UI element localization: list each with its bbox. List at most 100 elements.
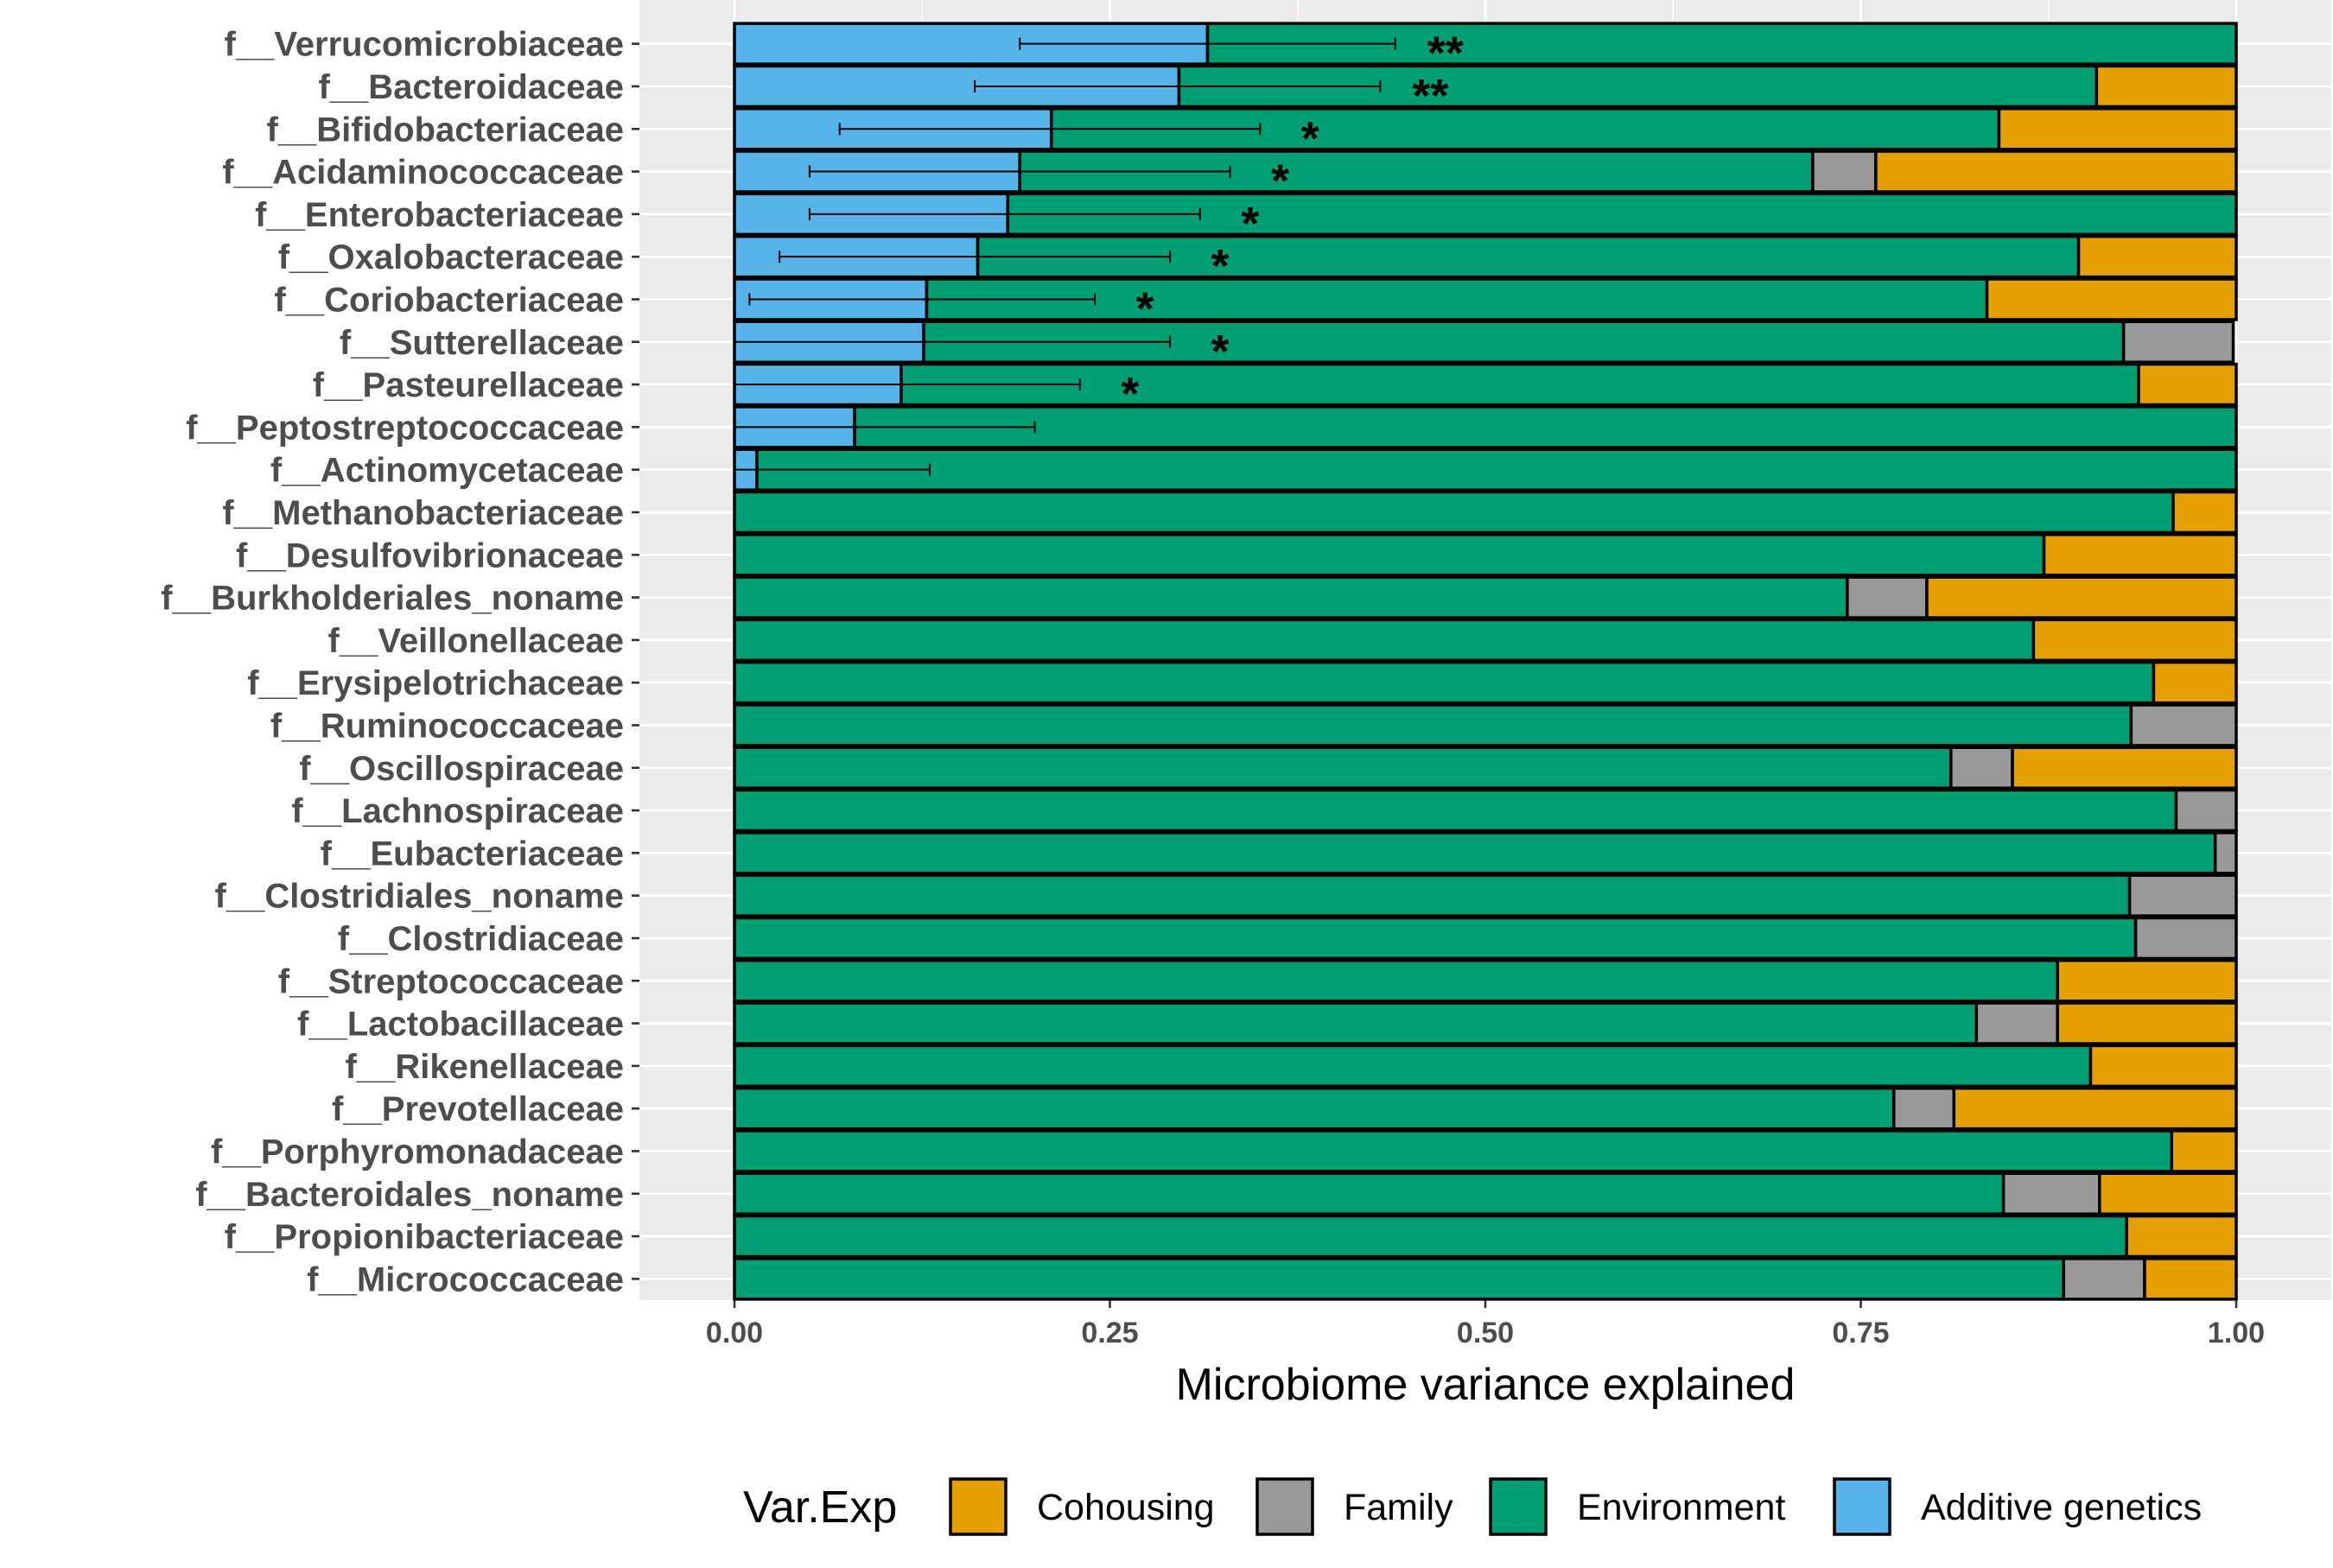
- bar-cohousing-1: [2095, 64, 2238, 109]
- bar-environment-23: [733, 1001, 1979, 1045]
- x-axis-ticks: 0.00 0.25 0.50 0.75 1.00: [706, 1300, 2265, 1349]
- y-label-23: f__Lactobacillaceae: [297, 1006, 624, 1044]
- bar-environment-4: [1006, 192, 2238, 237]
- bar-cohousing-23: [2056, 1001, 2238, 1045]
- y-label-15: f__Erysipelotrichaceae: [247, 664, 624, 702]
- bar-family-3: [1811, 149, 1878, 194]
- y-label-2: f__Bifidobacteriaceae: [266, 111, 624, 149]
- bar-family-19: [2213, 831, 2238, 875]
- bar-family-23: [1974, 1001, 2059, 1045]
- y-label-7: f__Sutterellaceae: [340, 324, 624, 362]
- legend-label-1: Family: [1344, 1487, 1453, 1528]
- y-label-4: f__Enterobacteriaceae: [255, 196, 624, 234]
- bar-cohousing-24: [2088, 1044, 2238, 1089]
- bar-environment-17: [733, 746, 1953, 790]
- legend-title: Var.Exp: [743, 1482, 897, 1533]
- error-bars-layer: [734, 37, 1396, 476]
- y-label-14: f__Veillonellaceae: [328, 622, 624, 660]
- bar-family-20: [2127, 873, 2238, 917]
- bar-cohousing-11: [2171, 490, 2238, 535]
- bar-family-29: [2062, 1257, 2146, 1301]
- bar-cohousing-15: [2152, 660, 2238, 705]
- x-tick-label-4: 1.00: [2208, 1317, 2265, 1349]
- legend-label-0: Cohousing: [1037, 1487, 1215, 1528]
- y-label-28: f__Propionibacteriaceae: [225, 1218, 624, 1256]
- bar-family-13: [1846, 575, 1929, 619]
- bar-environment-16: [733, 703, 2133, 747]
- bar-cohousing-12: [2042, 533, 2238, 577]
- bar-environment-28: [733, 1214, 2128, 1259]
- y-label-27: f__Bacteroidales_noname: [195, 1176, 624, 1214]
- bar-environment-24: [733, 1044, 2093, 1089]
- y-label-8: f__Pasteurellaceae: [313, 366, 624, 404]
- bar-cohousing-17: [2011, 746, 2238, 790]
- bar-cohousing-6: [1985, 277, 2238, 321]
- bar-family-21: [2133, 916, 2238, 961]
- legend-key-0: [949, 1477, 1008, 1536]
- bar-cohousing-27: [2098, 1171, 2238, 1216]
- legend-label-2: Environment: [1577, 1487, 1785, 1528]
- bar-family-7: [2121, 320, 2235, 364]
- bar-cohousing-25: [1952, 1086, 2238, 1131]
- y-label-18: f__Lachnospiraceae: [291, 792, 624, 830]
- bar-family-18: [2174, 788, 2238, 833]
- y-label-16: f__Ruminococcaceae: [270, 707, 624, 745]
- bar-family-25: [1891, 1086, 1956, 1131]
- bar-cohousing-2: [1997, 107, 2238, 151]
- bar-environment-14: [733, 618, 2036, 663]
- x-tick-label-0: 0.00: [706, 1317, 763, 1349]
- y-label-10: f__Actinomycetaceae: [270, 452, 624, 490]
- y-label-21: f__Clostridiaceae: [338, 920, 624, 958]
- significance-label-5: *: [1211, 240, 1230, 292]
- legend-key-3: [1833, 1477, 1891, 1536]
- y-label-13: f__Burkholderiales_noname: [161, 580, 624, 618]
- significance-layer: ***********: [1121, 28, 1464, 420]
- x-tick-label-3: 0.75: [1832, 1317, 1889, 1349]
- bar-environment-11: [733, 490, 2175, 535]
- y-label-29: f__Micrococcaceae: [307, 1260, 624, 1298]
- y-label-12: f__Desulfovibrionaceae: [236, 536, 624, 575]
- x-axis-title: Microbiome variance explained: [1176, 1360, 1796, 1410]
- bar-environment-22: [733, 959, 2059, 1003]
- bars-layer: [733, 22, 2238, 1301]
- bar-cohousing-13: [1925, 575, 2238, 619]
- legend-key-2: [1489, 1477, 1548, 1536]
- bar-environment-26: [733, 1129, 2174, 1173]
- bar-environment-12: [733, 533, 2046, 577]
- bar-cohousing-26: [2170, 1129, 2238, 1173]
- bar-environment-10: [755, 448, 2238, 492]
- y-label-17: f__Oscillospiraceae: [299, 750, 624, 788]
- bar-environment-13: [733, 575, 1849, 619]
- y-label-11: f__Methanobacteriaceae: [222, 494, 624, 532]
- legend-key-1: [1255, 1477, 1314, 1536]
- y-label-9: f__Peptostreptococcaceae: [186, 409, 624, 447]
- significance-label-7: *: [1211, 326, 1230, 378]
- x-tick-label-2: 0.50: [1457, 1317, 1514, 1349]
- y-label-26: f__Porphyromonadaceae: [211, 1133, 624, 1171]
- significance-label-2: *: [1301, 112, 1319, 164]
- bar-environment-27: [733, 1171, 2006, 1216]
- y-label-24: f__Rikenellaceae: [346, 1048, 624, 1086]
- significance-label-6: *: [1136, 282, 1154, 334]
- y-label-0: f__Verrucomicrobiaceae: [225, 26, 624, 64]
- x-tick-label-1: 0.25: [1081, 1317, 1138, 1349]
- y-axis-labels: f__Verrucomicrobiaceae f__Bacteroidaceaef…: [161, 26, 639, 1298]
- y-label-19: f__Eubacteriaceae: [321, 835, 624, 873]
- bar-environment-9: [853, 405, 2238, 449]
- legend-label-3: Additive genetics: [1921, 1487, 2202, 1528]
- bar-cohousing-3: [1874, 149, 2238, 194]
- bar-environment-15: [733, 660, 2156, 705]
- significance-label-3: *: [1271, 156, 1289, 207]
- bar-environment-19: [733, 831, 2217, 875]
- bar-environment-29: [733, 1257, 2065, 1301]
- bar-environment-25: [733, 1086, 1896, 1131]
- bar-cohousing-5: [2076, 234, 2238, 279]
- legend: Var.Exp Cohousing Family Environment Additiv…: [743, 1477, 2202, 1536]
- bar-environment-21: [733, 916, 2138, 961]
- y-label-5: f__Oxalobacteraceae: [278, 238, 624, 276]
- y-label-22: f__Streptococcaceae: [278, 962, 624, 1000]
- bar-cohousing-8: [2137, 362, 2238, 407]
- bar-family-16: [2129, 703, 2238, 747]
- significance-label-4: *: [1241, 198, 1259, 250]
